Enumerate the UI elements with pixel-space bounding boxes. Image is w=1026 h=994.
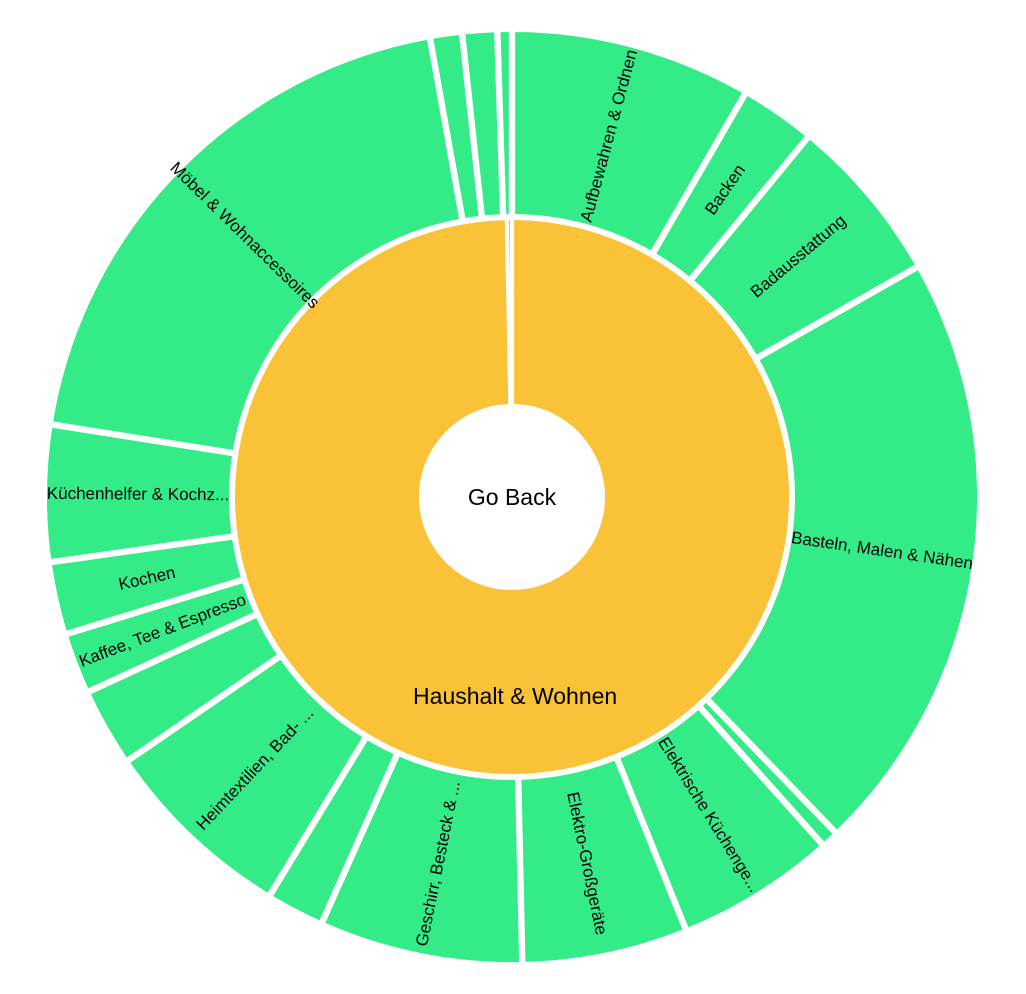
go-back-label[interactable]: Go Back xyxy=(468,484,557,510)
outer-segment[interactable] xyxy=(519,758,685,964)
inner-segment[interactable] xyxy=(233,217,791,776)
outer-segment[interactable] xyxy=(322,754,522,964)
outer-segment[interactable] xyxy=(617,707,823,930)
outer-segment[interactable] xyxy=(653,93,808,280)
outer-segment[interactable] xyxy=(49,537,244,634)
outer-segment[interactable] xyxy=(431,32,481,221)
go-back-button[interactable]: Go Back xyxy=(422,407,602,587)
outer-segment[interactable] xyxy=(463,30,502,218)
outer-segment-label: Küchenhelfer & Kochz... xyxy=(47,484,230,504)
outer-segment[interactable] xyxy=(498,30,511,217)
inner-segment[interactable] xyxy=(506,217,513,407)
outer-segment[interactable] xyxy=(50,37,462,453)
outer-segment[interactable] xyxy=(65,580,257,692)
outer-segment[interactable] xyxy=(700,700,836,845)
outer-segment[interactable] xyxy=(127,656,366,896)
center-circle[interactable] xyxy=(422,407,602,587)
outer-segment[interactable] xyxy=(513,30,745,254)
outer-segment[interactable] xyxy=(88,615,280,761)
outer-segment[interactable] xyxy=(707,267,979,833)
outer-segment[interactable] xyxy=(270,737,397,923)
outer-segment[interactable] xyxy=(691,137,918,358)
inner-segment-label: Haushalt & Wohnen xyxy=(413,683,617,709)
inner-ring xyxy=(233,217,791,776)
outer-ring xyxy=(45,30,979,964)
outer-segment[interactable] xyxy=(45,425,235,562)
